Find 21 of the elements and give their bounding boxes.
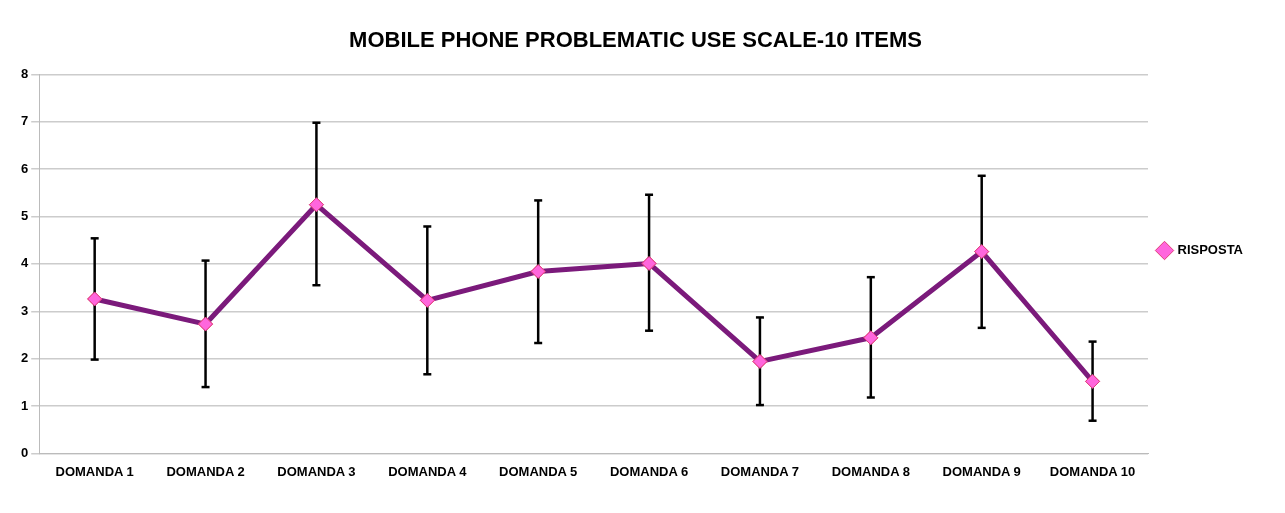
x-tick-label: DOMANDA 2 [166, 463, 245, 479]
y-tick-label: 6 [21, 160, 29, 176]
chart-title: MOBILE PHONE PROBLEMATIC USE SCALE-10 ITEMS [349, 27, 922, 53]
legend-label: RISPOSTA [1177, 242, 1244, 258]
x-tick-label: DOMANDA 7 [720, 463, 800, 479]
x-tick-label: DOMANDA 1 [55, 463, 134, 479]
y-tick-label: 3 [21, 302, 29, 318]
x-tick-label: DOMANDA 10 [1049, 463, 1136, 479]
y-tick-label: 8 [21, 65, 29, 81]
x-tick-label: DOMANDA 3 [277, 463, 356, 479]
x-tick-label: DOMANDA 9 [942, 463, 1021, 479]
y-tick-label: 7 [21, 113, 29, 129]
x-tick-label: DOMANDA 6 [609, 463, 689, 479]
y-tick-label: 2 [21, 350, 29, 366]
x-tick-label: DOMANDA 5 [499, 463, 578, 479]
x-tick-label: DOMANDA 4 [388, 463, 468, 479]
y-tick-label: 1 [21, 397, 29, 413]
x-tick-label: DOMANDA 8 [831, 463, 910, 479]
y-tick-label: 0 [21, 444, 29, 460]
y-tick-label: 4 [21, 255, 29, 271]
y-tick-label: 5 [21, 208, 29, 224]
